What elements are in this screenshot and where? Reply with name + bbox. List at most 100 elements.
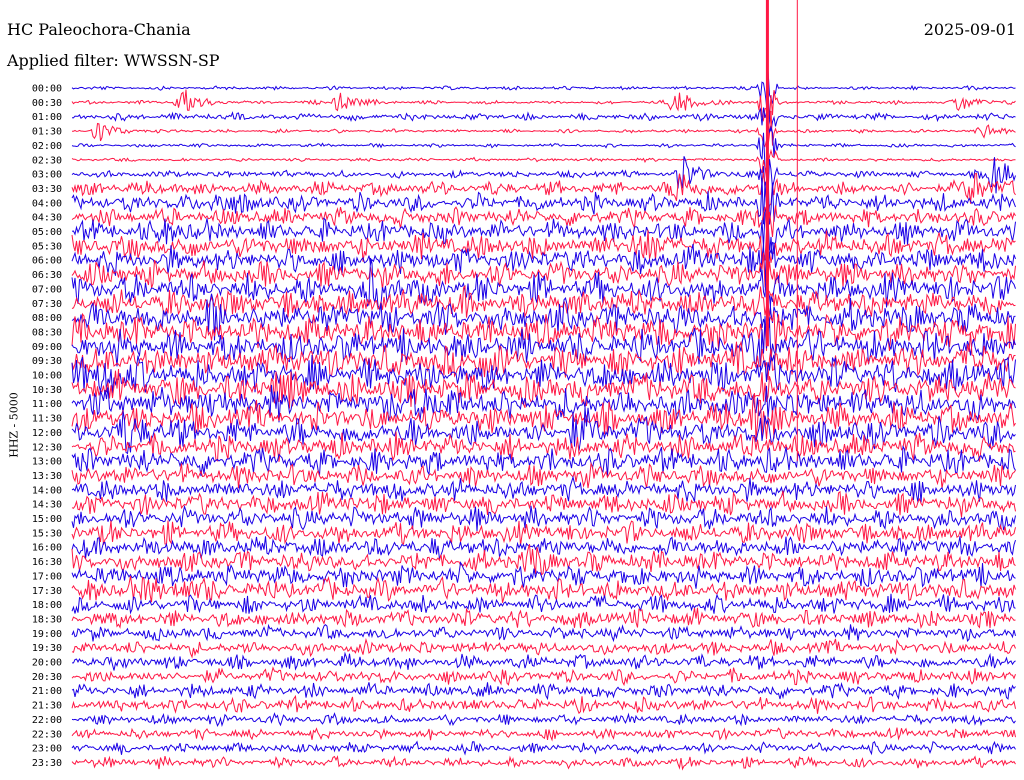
- row-label-1500: 15:00: [32, 514, 62, 525]
- trace-row-1730: [71, 575, 1016, 603]
- row-label-0600: 06:00: [32, 256, 62, 267]
- trace-row-0030: [71, 89, 1016, 123]
- chart-date: 2025-09-01: [923, 20, 1016, 39]
- row-label-1030: 10:30: [32, 385, 62, 396]
- trace-row-0130: [71, 110, 1016, 148]
- trace-row-1900: [71, 623, 1016, 643]
- row-label-0430: 04:30: [32, 213, 62, 224]
- row-label-0330: 03:30: [32, 184, 62, 195]
- trace-row-0630: [71, 252, 1016, 291]
- trace-row-1330: [71, 461, 1016, 489]
- row-label-0830: 08:30: [32, 327, 62, 338]
- row-label-2230: 22:30: [32, 729, 62, 740]
- trace-row-1300: [71, 445, 1016, 477]
- trace-row-2030: [71, 666, 1016, 687]
- row-label-1100: 11:00: [32, 399, 62, 410]
- trace-row-1100: [71, 384, 1016, 423]
- row-label-0100: 01:00: [32, 112, 62, 123]
- trace-row-2100: [71, 681, 1016, 701]
- trace-row-0830: [71, 303, 1016, 353]
- row-label-0300: 03:00: [32, 170, 62, 181]
- row-label-1800: 18:00: [32, 600, 62, 611]
- row-label-0130: 01:30: [32, 127, 62, 138]
- row-label-0030: 00:30: [32, 98, 62, 109]
- trace-row-1600: [71, 536, 1016, 560]
- row-label-1200: 12:00: [32, 428, 62, 439]
- trace-row-0230: [71, 148, 1016, 179]
- row-time-labels: 00:00 00:30 01:00 01:30 02:00 02:30 03:00 03:30…: [32, 84, 62, 769]
- row-label-2000: 20:00: [32, 658, 62, 669]
- row-label-1630: 16:30: [32, 557, 62, 568]
- row-label-0400: 04:00: [32, 198, 62, 209]
- row-label-0930: 09:30: [32, 356, 62, 367]
- trace-row-2230: [71, 727, 1016, 742]
- trace-row-0330: [71, 172, 1016, 219]
- trace-row-1430: [71, 490, 1016, 518]
- trace-row-0100: [71, 87, 1016, 132]
- row-label-2330: 23:30: [32, 758, 62, 769]
- trace-row-2300: [71, 740, 1016, 756]
- row-label-2300: 23:00: [32, 744, 62, 755]
- row-label-0000: 00:00: [32, 84, 62, 95]
- row-label-2100: 21:00: [32, 686, 62, 697]
- trace-row-2200: [71, 712, 1016, 728]
- row-label-0700: 07:00: [32, 284, 62, 295]
- trace-row-1030: [71, 368, 1016, 409]
- seismic-traces: [71, 0, 1016, 771]
- filter-label: Applied filter: WWSSN-SP: [7, 51, 220, 70]
- trace-row-1800: [71, 593, 1016, 615]
- trace-row-1700: [71, 561, 1016, 589]
- row-label-1400: 14:00: [32, 485, 62, 496]
- trace-row-0200: [71, 125, 1016, 173]
- row-label-1700: 17:00: [32, 571, 62, 582]
- row-label-0200: 02:00: [32, 141, 62, 152]
- row-label-1530: 15:30: [32, 528, 62, 539]
- trace-row-2000: [72, 651, 1016, 671]
- trace-row-0600: [71, 236, 1016, 282]
- trace-row-1530: [71, 520, 1016, 546]
- row-label-1300: 13:00: [32, 457, 62, 468]
- trace-row-0930: [71, 333, 1016, 381]
- row-label-0630: 06:30: [32, 270, 62, 281]
- trace-row-1630: [71, 543, 1016, 576]
- trace-row-1130: [71, 392, 1016, 440]
- row-label-0500: 05:00: [32, 227, 62, 238]
- row-label-1000: 10:00: [32, 371, 62, 382]
- trace-row-0730: [71, 284, 1016, 318]
- row-label-0800: 08:00: [32, 313, 62, 324]
- trace-row-0400: [71, 170, 1016, 225]
- row-label-1900: 19:00: [32, 629, 62, 640]
- trace-row-0700: [71, 257, 1016, 323]
- row-label-0730: 07:30: [32, 299, 62, 310]
- trace-row-1200: [71, 407, 1016, 455]
- row-label-1230: 12:30: [32, 442, 62, 453]
- row-label-2130: 21:30: [32, 701, 62, 712]
- trace-row-1500: [71, 504, 1016, 532]
- trace-row-0300: [71, 156, 1016, 195]
- row-label-2200: 22:00: [32, 715, 62, 726]
- row-label-1830: 18:30: [32, 614, 62, 625]
- row-label-1130: 11:30: [32, 414, 62, 425]
- row-label-1330: 13:30: [32, 471, 62, 482]
- trace-row-1830: [71, 607, 1016, 629]
- trace-row-1400: [71, 475, 1016, 503]
- trace-row-1930: [71, 637, 1016, 659]
- trace-row-1230: [71, 431, 1016, 462]
- row-label-2030: 20:30: [32, 672, 62, 683]
- station-title: HC Paleochora-Chania: [7, 20, 191, 39]
- row-label-1730: 17:30: [32, 586, 62, 597]
- row-label-0230: 02:30: [32, 155, 62, 166]
- trace-row-2130: [71, 694, 1016, 715]
- trace-row-0000: [71, 69, 1016, 106]
- trace-row-0430: [71, 205, 1016, 237]
- trace-row-2330: [71, 755, 1016, 771]
- row-label-0900: 09:00: [32, 342, 62, 353]
- trace-row-1000: [71, 354, 1016, 394]
- trace-row-0800: [71, 291, 1016, 341]
- row-label-1930: 19:30: [32, 643, 62, 654]
- row-label-1430: 14:30: [32, 500, 62, 511]
- row-label-0530: 05:30: [32, 241, 62, 252]
- row-label-1600: 16:00: [32, 543, 62, 554]
- trace-row-0500: [71, 207, 1016, 254]
